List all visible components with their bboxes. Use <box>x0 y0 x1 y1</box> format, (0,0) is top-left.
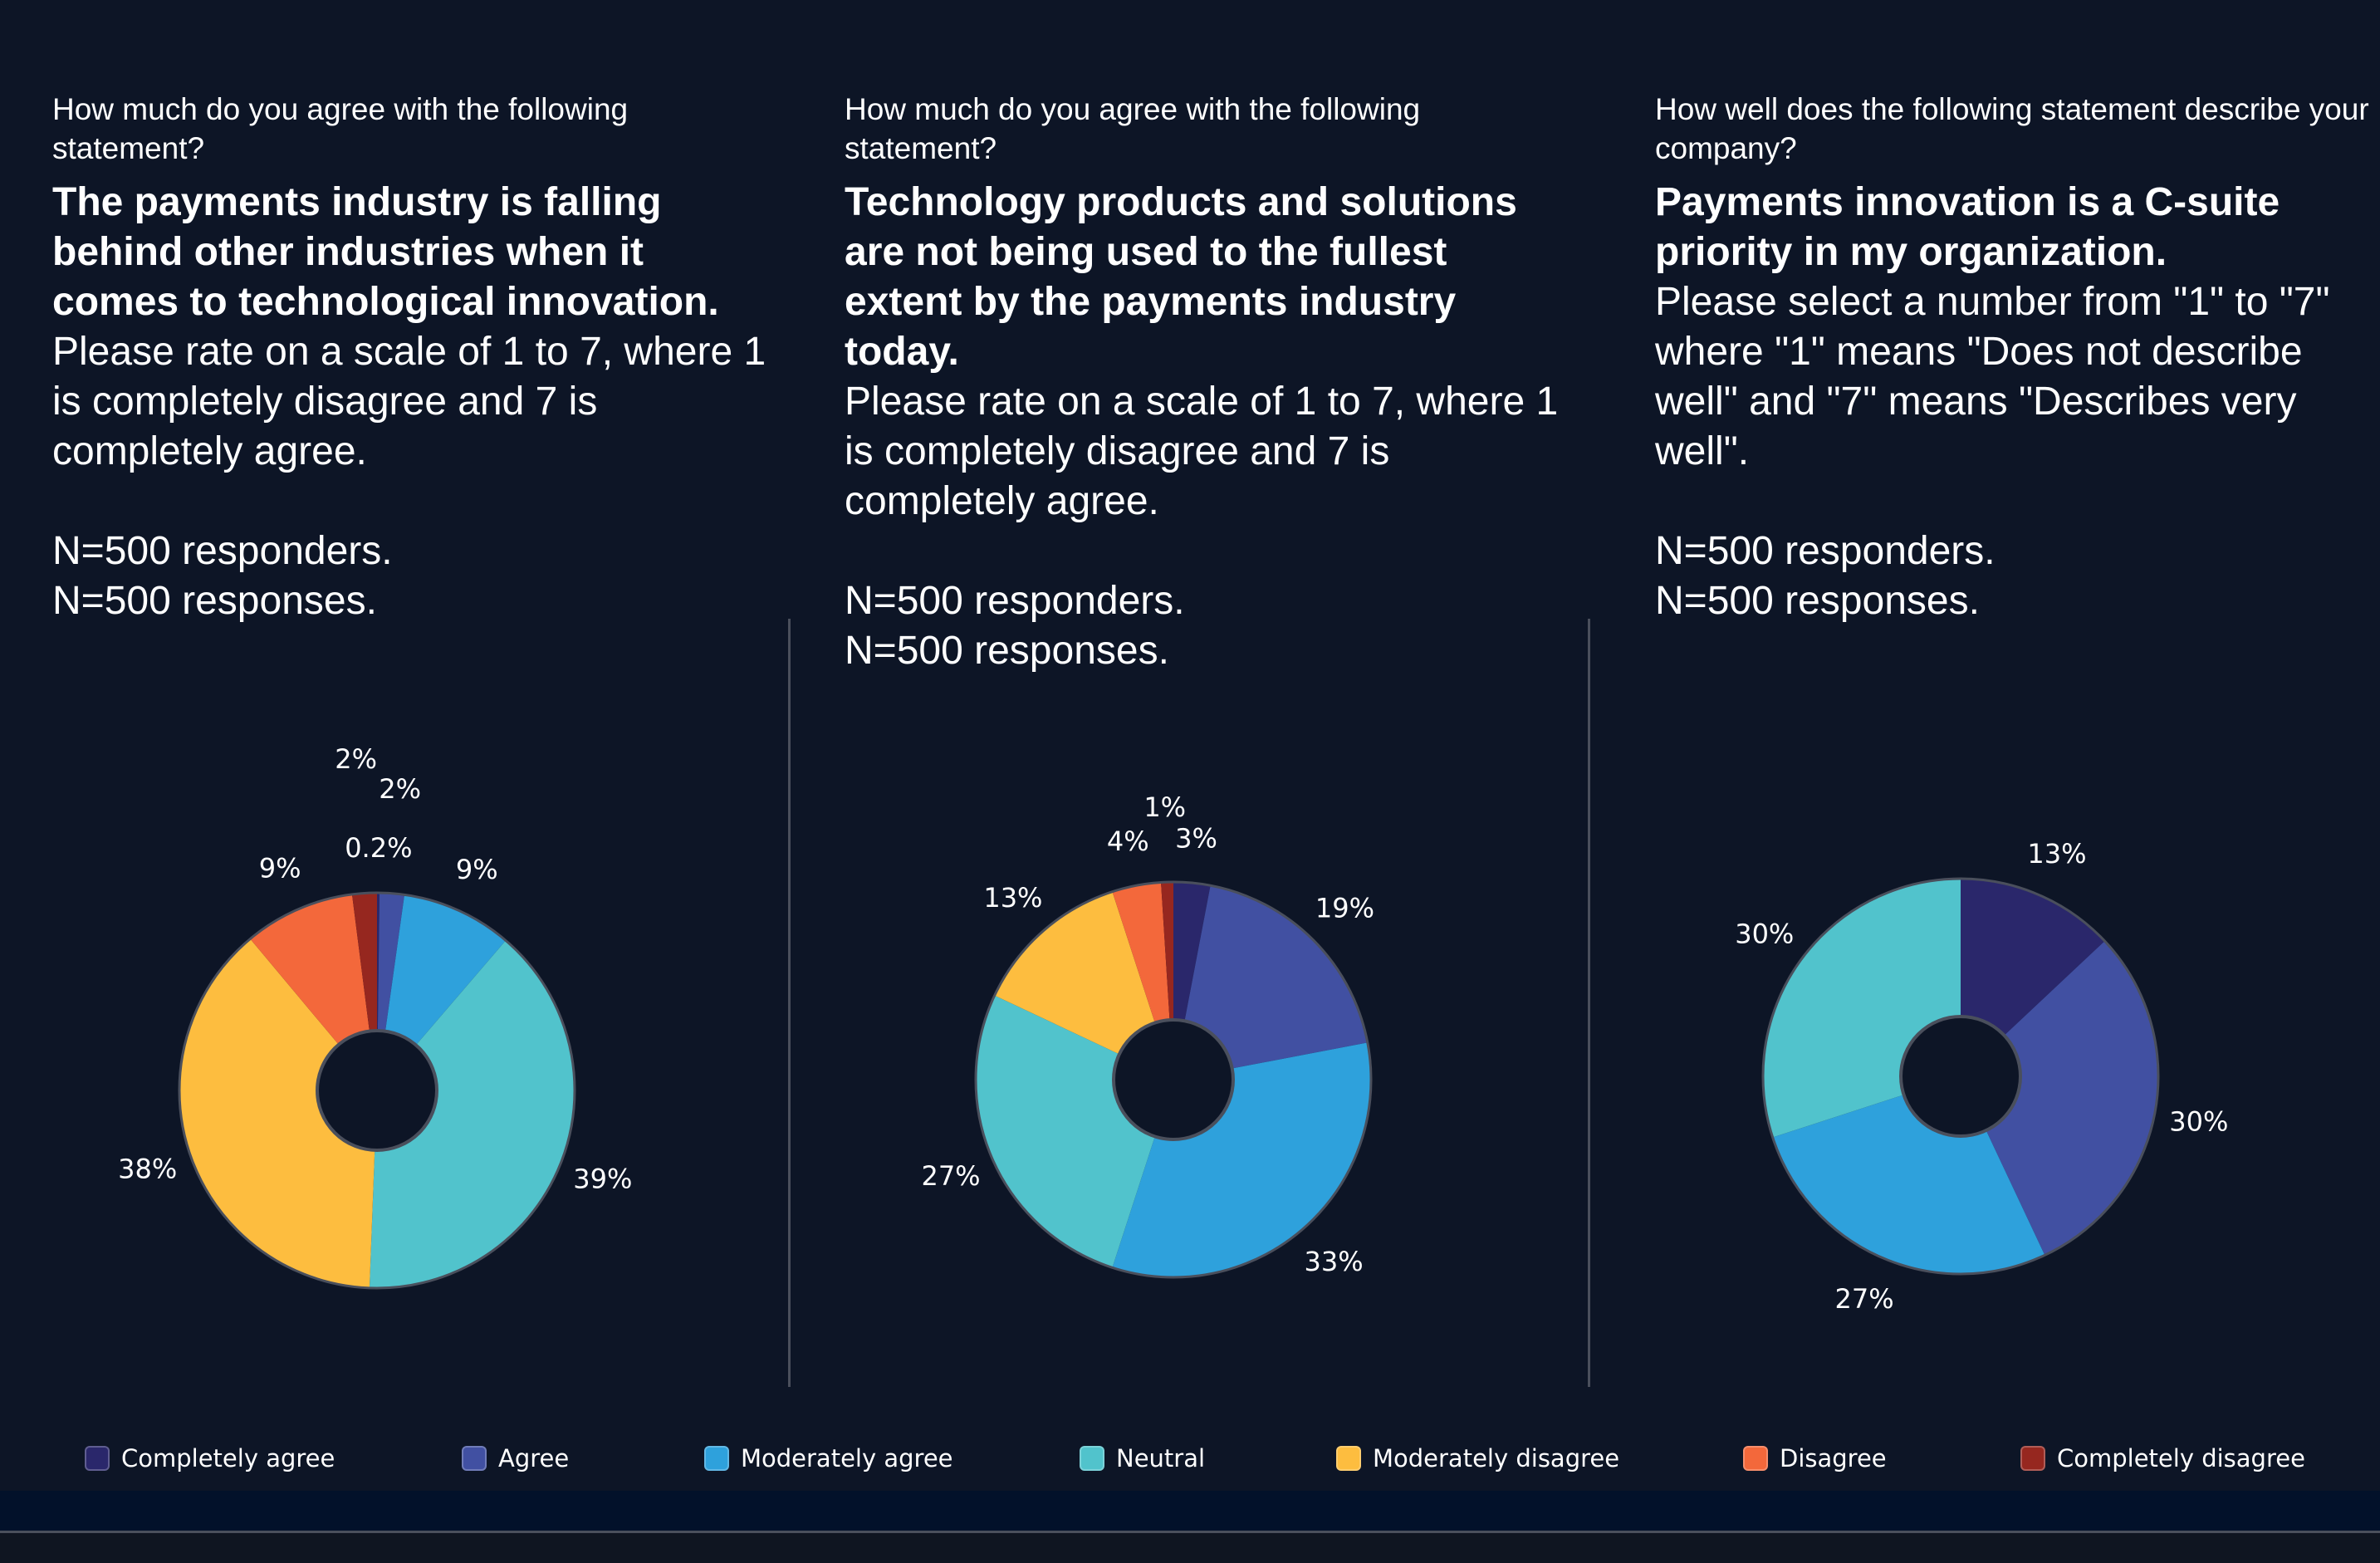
panel-3-statement: Payments innovation is a C-suite priorit… <box>1655 180 2280 274</box>
slice-label: 27% <box>1834 1283 1893 1315</box>
slice-moderately-disagree[interactable] <box>179 938 375 1288</box>
legend-swatch <box>1336 1446 1361 1471</box>
slice-neutral[interactable] <box>369 940 575 1289</box>
slice-label: 2% <box>335 743 377 775</box>
bottom-divider <box>0 1531 2380 1533</box>
legend-item-agree[interactable]: Agree <box>462 1443 569 1473</box>
panel-2-statement: Technology products and solutions are no… <box>845 180 1517 374</box>
slice-label: 38% <box>118 1153 177 1184</box>
legend-swatch <box>462 1446 487 1471</box>
donut-outer-ring <box>974 880 1373 1279</box>
panel-2-responders: N=500 responders. <box>845 579 1185 623</box>
slice-label: 9% <box>259 852 301 884</box>
panel-2-responses: N=500 responses. <box>845 629 1169 673</box>
legend-label: Neutral <box>1116 1444 1206 1472</box>
column-divider-2 <box>1588 619 1590 1387</box>
slice-label: 4% <box>1107 826 1149 857</box>
slice-moderately-agree[interactable] <box>1772 1095 2045 1275</box>
slice-moderately-disagree[interactable] <box>994 891 1155 1055</box>
slice-disagree[interactable] <box>250 894 370 1045</box>
legend-label: Moderately disagree <box>1373 1444 1620 1472</box>
slice-disagree[interactable] <box>1112 882 1170 1023</box>
panel-1-question: How much do you agree with the following… <box>52 92 629 165</box>
slice-agree[interactable] <box>1184 885 1368 1069</box>
slice-neutral[interactable] <box>1763 879 1961 1138</box>
legend-item-neutral[interactable]: Neutral <box>1080 1443 1205 1473</box>
panel-3: How well does the following statement de… <box>1655 90 2369 626</box>
slice-label: 27% <box>921 1160 980 1192</box>
slice-completely-agree[interactable] <box>377 893 380 1031</box>
panel-3-question: How well does the following statement de… <box>1655 92 2369 165</box>
slice-agree[interactable] <box>1986 941 2159 1256</box>
column-divider-1 <box>788 619 791 1387</box>
slice-label: 19% <box>1315 893 1374 924</box>
panel-1-instruction: Please rate on a scale of 1 to 7, where … <box>52 330 766 473</box>
legend-swatch <box>2020 1446 2045 1471</box>
legend-item-moderately-agree[interactable]: Moderately agree <box>704 1443 953 1473</box>
slice-label: 3% <box>1175 822 1217 854</box>
panel-2-instruction: Please rate on a scale of 1 to 7, where … <box>845 380 1559 523</box>
legend-item-completely-agree[interactable]: Completely agree <box>85 1443 335 1473</box>
slice-label: 30% <box>1735 918 1794 949</box>
legend-label: Agree <box>498 1444 570 1472</box>
legend-item-completely-disagree[interactable]: Completely disagree <box>2020 1443 2305 1473</box>
legend-swatch <box>704 1446 729 1471</box>
panel-2-question: How much do you agree with the following… <box>845 92 1421 165</box>
footer-area <box>0 1533 2380 1563</box>
slice-label: 13% <box>983 882 1042 914</box>
panel-1-responses: N=500 responses. <box>52 579 377 623</box>
slice-label: 1% <box>1143 791 1186 823</box>
slice-agree[interactable] <box>377 893 405 1031</box>
legend-swatch <box>1080 1446 1104 1471</box>
slice-label: 13% <box>2027 838 2086 870</box>
panel-1-responders: N=500 responders. <box>52 529 393 573</box>
panel-3-responders: N=500 responders. <box>1655 529 1996 573</box>
slice-label: 33% <box>1305 1246 1364 1277</box>
slice-label: 0.2% <box>345 832 412 864</box>
donut-hole <box>1112 1018 1235 1141</box>
legend-label: Moderately agree <box>741 1444 953 1472</box>
legend-label: Completely agree <box>121 1444 335 1472</box>
panel-2: How much do you agree with the following… <box>845 90 1559 676</box>
slice-completely-disagree[interactable] <box>1161 882 1173 1021</box>
legend-item-disagree[interactable]: Disagree <box>1743 1443 1887 1473</box>
legend-label: Completely disagree <box>2057 1444 2305 1472</box>
slice-neutral[interactable] <box>976 995 1155 1268</box>
legend-swatch <box>1743 1446 1768 1471</box>
slice-completely-agree[interactable] <box>1961 879 2105 1036</box>
slice-label: 9% <box>456 854 498 885</box>
donut-chart-1: 0.2% 2% 9% 39% 38% 9% 2% <box>118 743 632 1290</box>
legend-label: Disagree <box>1780 1444 1887 1472</box>
donut-outer-ring <box>1761 877 2160 1276</box>
panel-3-instruction: Please select a number from "1" to "7" w… <box>1655 280 2330 473</box>
slice-completely-disagree[interactable] <box>351 893 377 1031</box>
panel-3-responses: N=500 responses. <box>1655 579 1980 623</box>
panel-1-statement: The payments industry is falling behind … <box>52 180 719 324</box>
panel-1: How much do you agree with the following… <box>52 90 766 626</box>
legend-swatch <box>85 1446 110 1471</box>
donut-chart-3: 13% 30% 27% 30% <box>1735 838 2228 1315</box>
donut-chart-2: 3% 19% 33% 27% 13% 4%1% <box>921 791 1374 1279</box>
bottom-band <box>0 1491 2380 1531</box>
donut-outer-ring <box>178 891 576 1290</box>
slice-moderately-agree[interactable] <box>385 894 507 1046</box>
legend-item-moderately-disagree[interactable]: Moderately disagree <box>1336 1443 1619 1473</box>
slice-label: 30% <box>2169 1106 2228 1138</box>
slice-completely-agree[interactable] <box>1173 882 1211 1022</box>
donut-hole <box>316 1029 438 1152</box>
slice-label: 2% <box>379 773 421 805</box>
slice-label: 39% <box>573 1164 632 1195</box>
slice-moderately-agree[interactable] <box>1112 1042 1372 1277</box>
donut-hole <box>1899 1015 2022 1138</box>
legend: Completely agree Agree Moderately agree … <box>0 1443 2380 1473</box>
